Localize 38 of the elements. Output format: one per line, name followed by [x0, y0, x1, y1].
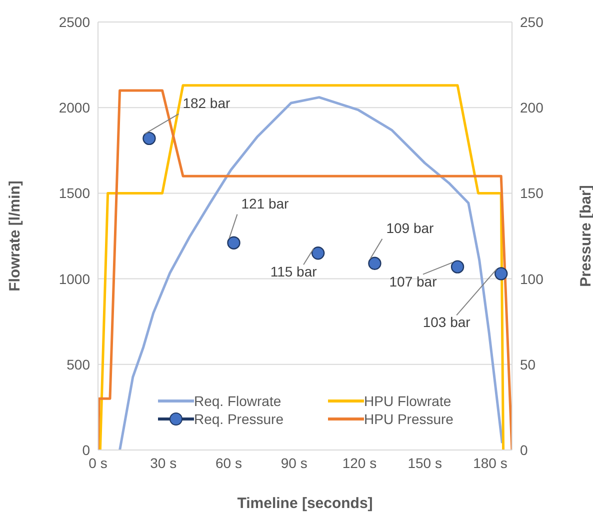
data-label: 182 bar — [182, 94, 231, 111]
y2-tick-label: 200 — [520, 100, 544, 116]
y2-tick-label: 150 — [520, 185, 544, 202]
y2-tick-label: 250 — [520, 14, 544, 30]
legend-label: Req. Flowrate — [194, 393, 282, 409]
legend-label: HPU Flowrate — [364, 393, 452, 409]
x-tick-label: 150 s — [408, 454, 442, 471]
x-axis-title: Timeline [seconds] — [237, 495, 373, 512]
data-label: 115 bar — [270, 264, 318, 280]
y-tick-label: 2000 — [58, 100, 90, 116]
y2-tick-label: 50 — [520, 356, 536, 372]
point — [311, 246, 325, 260]
y-tick-label: 500 — [66, 356, 90, 372]
x-tick-label: 120 s — [342, 454, 377, 471]
x-tick-label: 30 s — [150, 454, 177, 471]
x-tick-label: 180 s — [473, 454, 508, 471]
y2-tick-label: 100 — [520, 270, 544, 287]
y-axis-title: Flowrate [l/min] — [6, 180, 24, 292]
data-label: 107 bar — [389, 273, 438, 290]
point — [368, 256, 382, 270]
y-tick-label: 2500 — [58, 14, 90, 30]
y-tick-label: 1000 — [58, 270, 90, 287]
point — [142, 132, 156, 146]
legend-label: HPU Pressure — [364, 411, 454, 427]
point — [450, 260, 464, 274]
y-tick-label: 0 — [82, 442, 90, 458]
point — [227, 236, 240, 250]
data-label: 103 bar — [422, 314, 471, 330]
x-tick-label: 0 s — [88, 454, 108, 471]
x-tick-label: 90 s — [280, 454, 308, 471]
legend-label: Req. Pressure — [194, 411, 284, 427]
y-tick-label: 1500 — [58, 185, 90, 202]
x-tick-label: 60 s — [216, 454, 242, 471]
data-label: 109 bar — [386, 220, 434, 236]
y2-axis-title: Pressure [bar] — [577, 185, 593, 287]
y2-tick-label: 0 — [520, 442, 528, 458]
point — [494, 267, 508, 280]
data-label: 121 bar — [241, 195, 290, 212]
